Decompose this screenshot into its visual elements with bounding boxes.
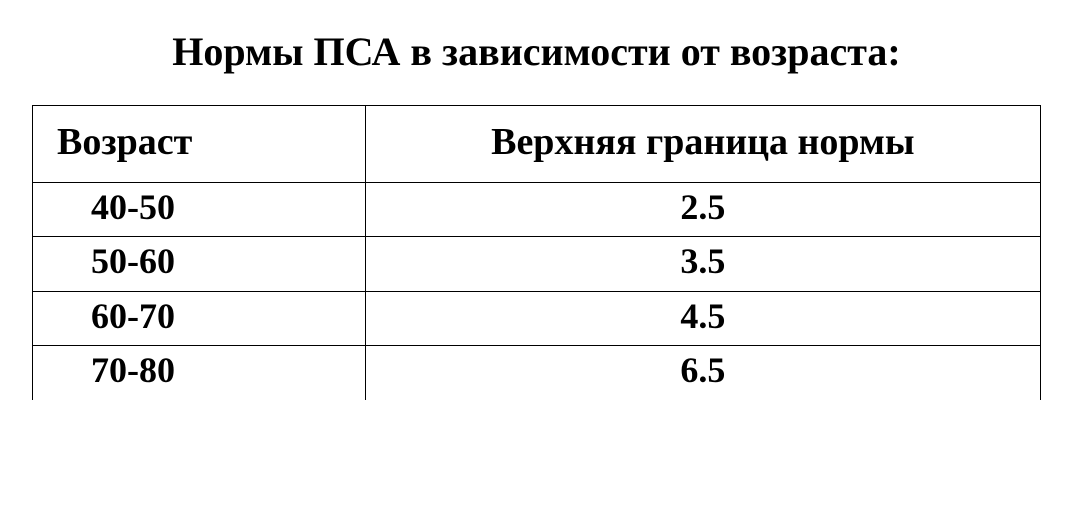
cell-value: 6.5 [365,346,1040,400]
psa-table-container: Возраст Верхняя граница нормы 40-50 2.5 … [32,105,1041,400]
cell-value: 4.5 [365,291,1040,345]
cell-value: 3.5 [365,237,1040,291]
cell-age: 70-80 [33,346,366,400]
table-row: 70-80 6.5 [33,346,1041,400]
column-header-value: Верхняя граница нормы [365,106,1040,183]
cell-age: 40-50 [33,183,366,237]
cell-value: 2.5 [365,183,1040,237]
table-row: 60-70 4.5 [33,291,1041,345]
column-header-age: Возраст [33,106,366,183]
psa-table: Возраст Верхняя граница нормы 40-50 2.5 … [32,105,1041,400]
cell-age: 50-60 [33,237,366,291]
table-row: 50-60 3.5 [33,237,1041,291]
cell-age: 60-70 [33,291,366,345]
table-header-row: Возраст Верхняя граница нормы [33,106,1041,183]
table-row: 40-50 2.5 [33,183,1041,237]
page-title: Нормы ПСА в зависимости от возраста: [0,28,1073,75]
